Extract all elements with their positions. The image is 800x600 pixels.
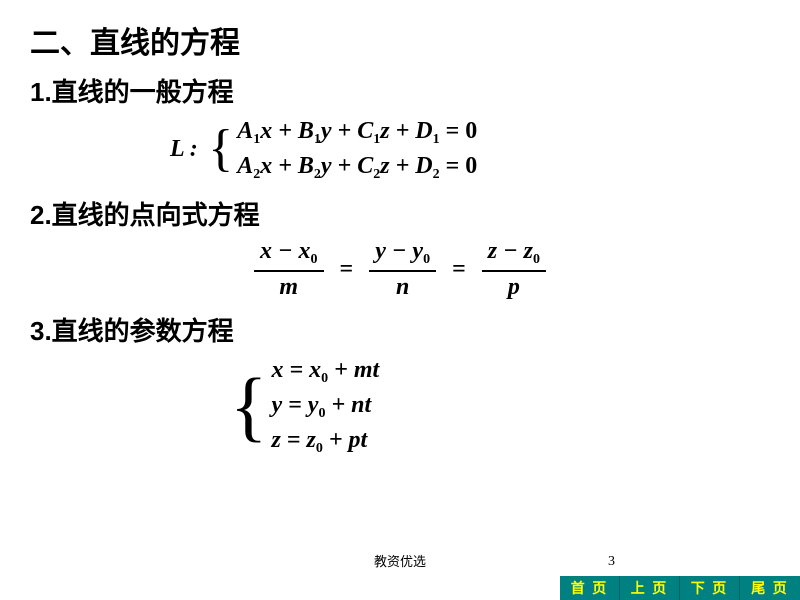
left-brace-3: { (230, 373, 267, 439)
frac-2: y − y0 n (369, 238, 436, 301)
equation-symmetric: x − x0 m = y − y0 n = z − z0 p (30, 238, 770, 301)
eq-prefix: L : (170, 136, 198, 162)
nav-last-button[interactable]: 尾 页 (740, 576, 800, 600)
equation-parametric: { x = x0 + mt y = y0 + nt z = z0 + pt (30, 354, 770, 459)
nav-next-button[interactable]: 下 页 (680, 576, 740, 600)
page-number: 3 (608, 554, 615, 570)
heading-3: 3.直线的参数方程 (30, 311, 770, 348)
frac-1: x − x0 m (254, 238, 324, 301)
slide-content: 二、直线的方程 1.直线的一般方程 L : { A1x + B1y + C1z … (0, 0, 800, 458)
equation-general: L : { A1x + B1y + C1z + D1 = 0 A2x + B2y… (30, 115, 770, 185)
watermark-text: 教资优选 (0, 551, 800, 570)
eq3-line2: y = y0 + nt (271, 389, 371, 424)
nav-first-button[interactable]: 首 页 (560, 576, 620, 600)
frac-3: z − z0 p (482, 238, 546, 301)
nav-bar: 首 页 上 页 下 页 尾 页 (560, 576, 800, 600)
left-brace: { (208, 126, 233, 173)
nav-prev-button[interactable]: 上 页 (620, 576, 680, 600)
eq3-line1: x = x0 + mt (271, 354, 379, 389)
eq1-line2: A2x + B2y + C2z + D2 = 0 (237, 150, 477, 185)
eq1-line1: A1x + B1y + C1z + D1 = 0 (237, 115, 477, 150)
heading-2: 2.直线的点向式方程 (30, 195, 770, 232)
eq3-line3: z = z0 + pt (271, 424, 367, 459)
section-title: 二、直线的方程 (30, 18, 770, 62)
heading-1: 1.直线的一般方程 (30, 72, 770, 109)
